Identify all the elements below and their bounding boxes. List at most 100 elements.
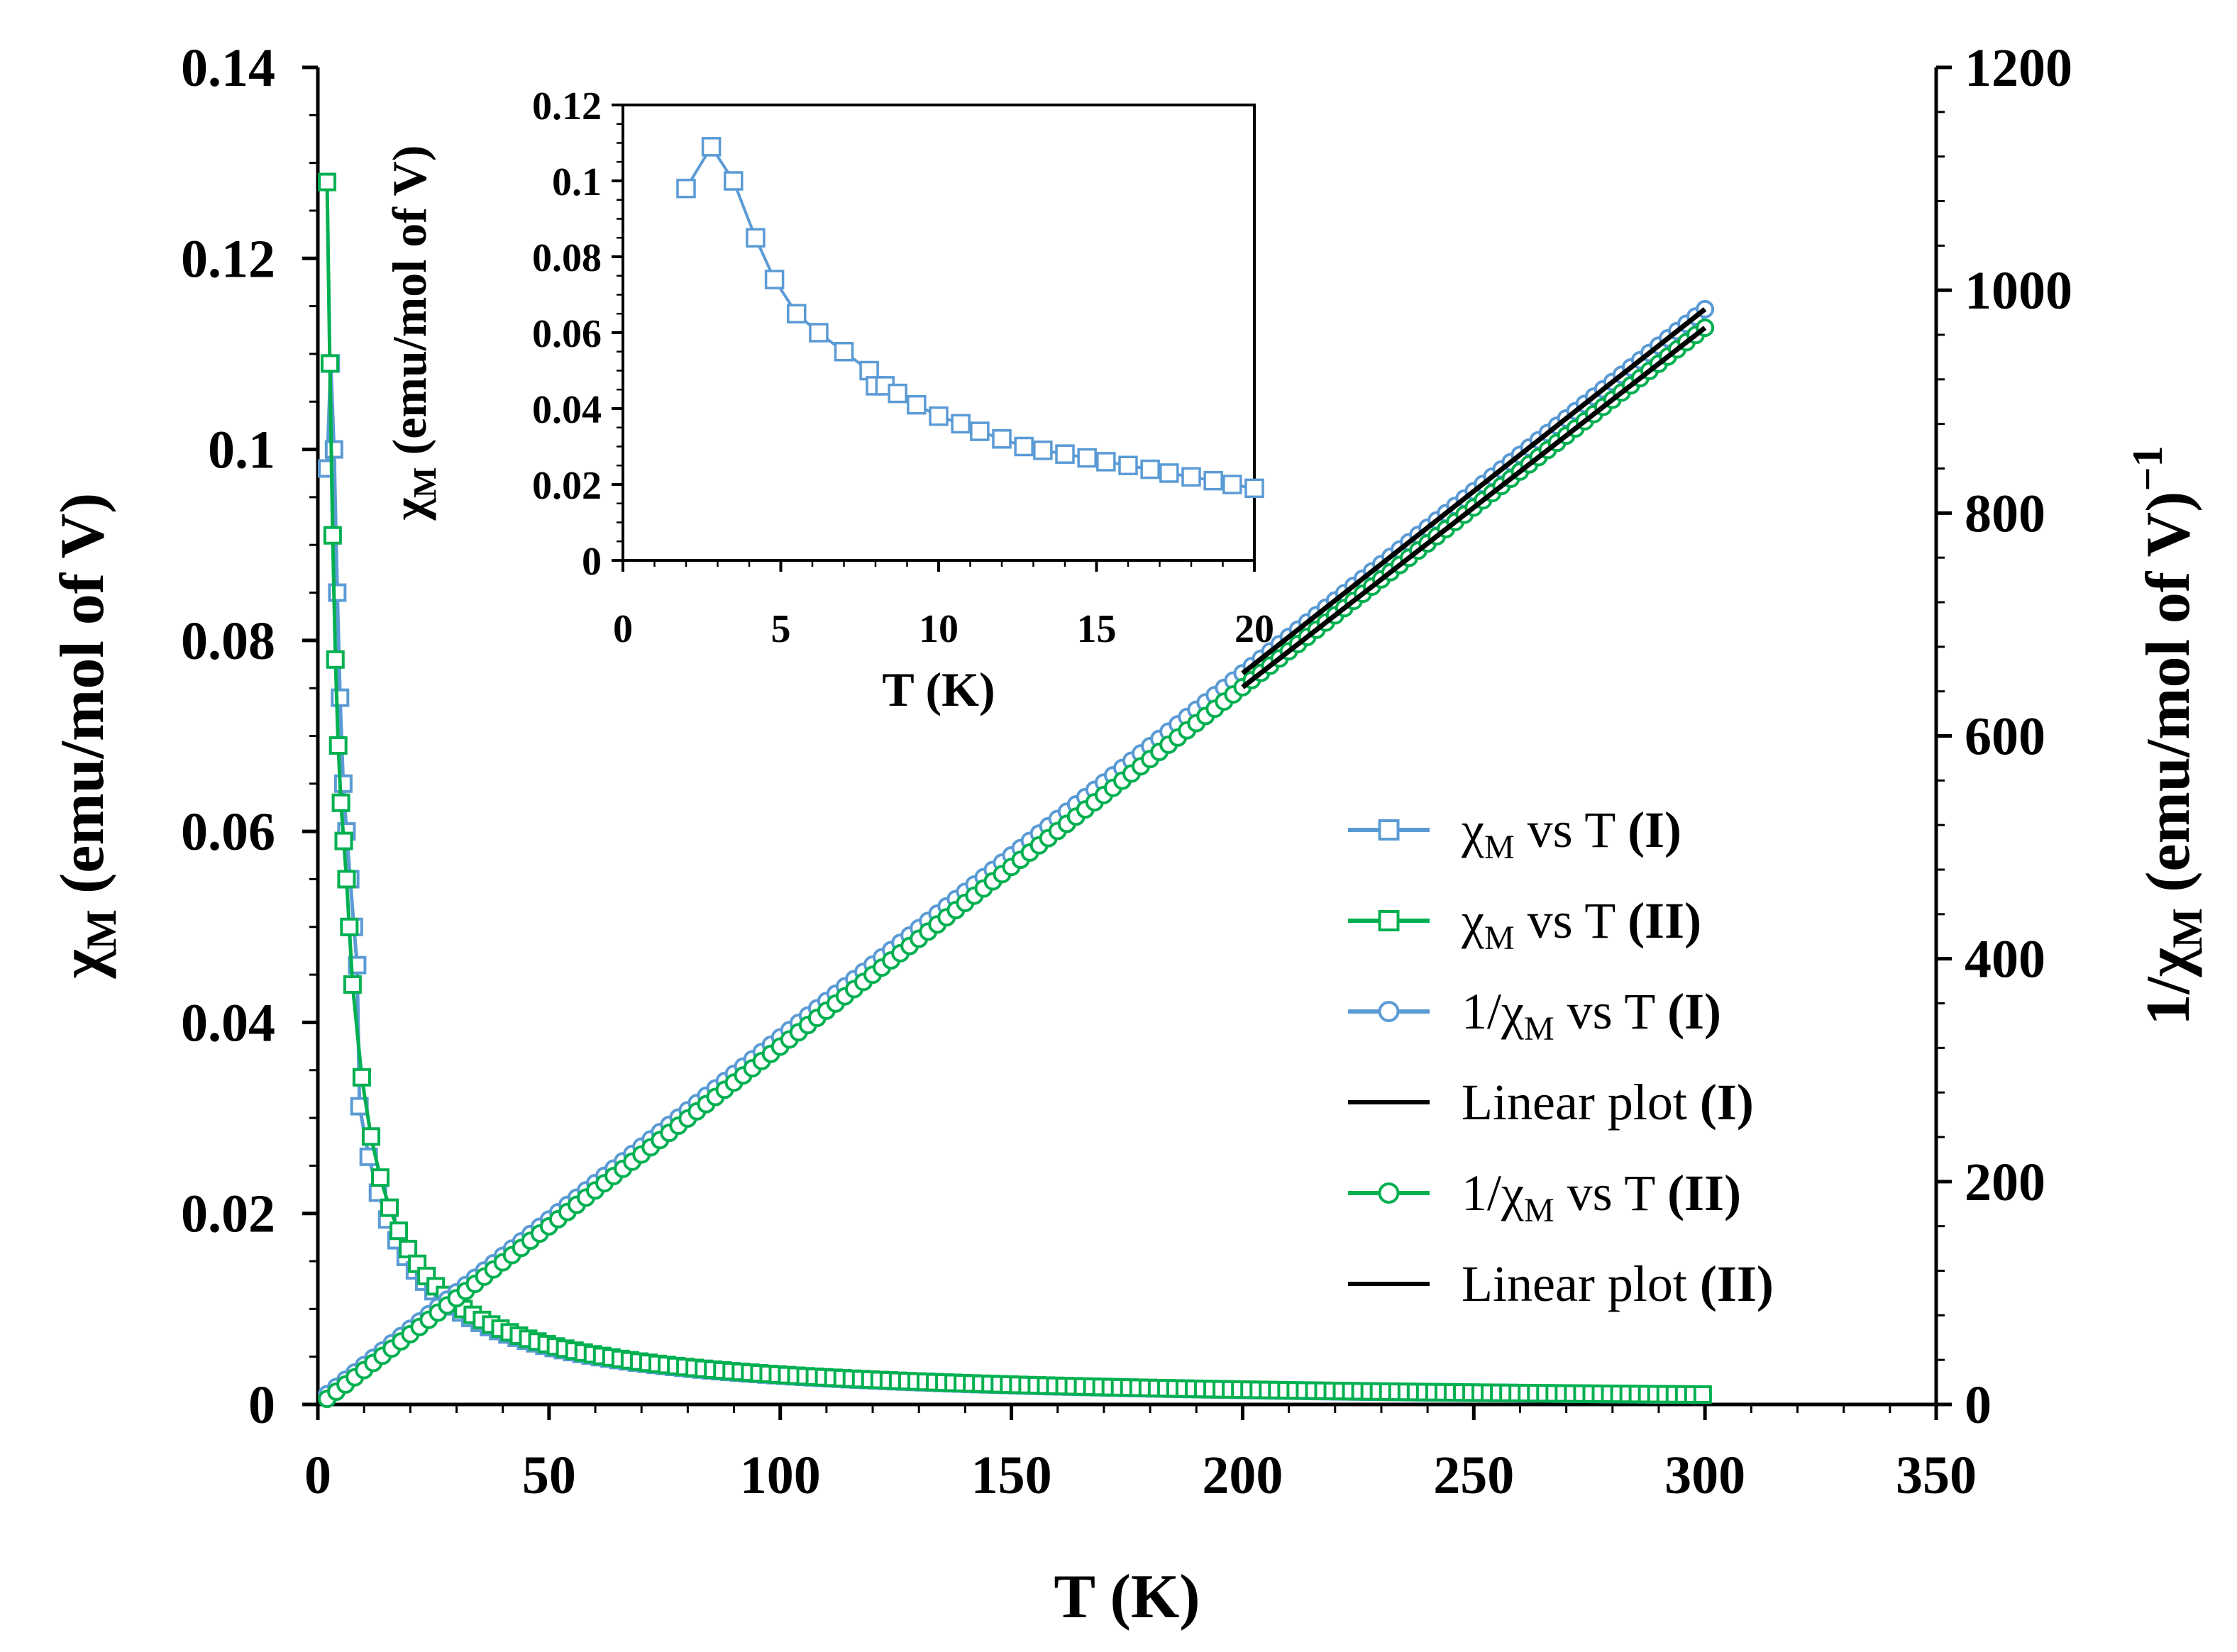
y-left-title-rest: (emu/mol of V) xyxy=(48,493,117,909)
inset-data-point xyxy=(746,228,766,248)
legend-marker-square xyxy=(1378,910,1400,931)
inset-data-point xyxy=(1014,436,1034,457)
inset-y-tick-label: 0.06 xyxy=(532,312,602,356)
y-left-tick-label: 0.1 xyxy=(208,421,275,480)
y-right-tick-label: 0 xyxy=(1965,1375,1992,1435)
inset-data-point xyxy=(1096,452,1116,472)
data-point-square xyxy=(333,774,353,793)
y-left-tick-label: 0 xyxy=(248,1375,275,1435)
legend-label-middle: vs T xyxy=(1515,802,1628,858)
x-tick-label: 250 xyxy=(1433,1446,1514,1505)
legend-label-prefix: χ xyxy=(1461,892,1484,949)
y-left-tick-label: 0.12 xyxy=(181,229,275,289)
x-tick-label: 200 xyxy=(1202,1446,1283,1505)
data-point-square xyxy=(334,831,353,850)
inset-data-point xyxy=(888,383,907,404)
x-axis-title: T (K) xyxy=(1054,1563,1200,1631)
inset-data-point xyxy=(907,394,927,415)
inset-x-tick-label: 15 xyxy=(1077,607,1117,651)
legend-label: χM vs T (II) xyxy=(1461,892,1701,957)
legend-item-3: Linear plot (I) xyxy=(1348,1074,1754,1131)
legend-label-tag: (I) xyxy=(1667,983,1721,1040)
inset-data-point xyxy=(1077,448,1097,468)
inset-data-point xyxy=(787,304,807,323)
inset-data-point xyxy=(1244,478,1264,499)
legend-label: 1/χM vs T (I) xyxy=(1462,983,1721,1048)
fit-line xyxy=(1241,307,1707,675)
inset-data-point xyxy=(809,323,829,343)
inset-y-tick-label: 0.08 xyxy=(532,236,602,280)
y-right-title-rest: (emu/mol of V) xyxy=(2134,492,2203,908)
y-left-title-subscript: M xyxy=(78,909,125,950)
legend-label-tag: (I) xyxy=(1700,1074,1754,1131)
inset-frame xyxy=(622,104,1256,562)
inset-y-title-subscript: M xyxy=(407,467,443,498)
legend-label-subscript: M xyxy=(1524,1192,1554,1229)
inset-data-point xyxy=(1181,467,1201,487)
data-point-square xyxy=(380,1198,399,1217)
y-left-title-symbol: χ xyxy=(48,948,117,979)
y-right-tick-label: 800 xyxy=(1965,484,2045,543)
x-tick-label: 100 xyxy=(740,1446,821,1505)
legend-label-tag: (II) xyxy=(1700,1255,1774,1312)
data-point-square xyxy=(390,1221,409,1241)
data-point-square xyxy=(399,1239,418,1258)
inset-data-point xyxy=(1118,455,1138,475)
y-right-tick-label: 200 xyxy=(1965,1153,2045,1212)
y-left-tick-label: 0.06 xyxy=(181,802,275,862)
y-right-tick-label: 1000 xyxy=(1965,261,2072,321)
legend-label-prefix: 1/χ xyxy=(1462,983,1524,1040)
y-right-tick-label: 1200 xyxy=(1965,38,2072,98)
data-point-square xyxy=(324,440,343,459)
y-left-tick-label: 0.08 xyxy=(181,611,275,671)
inset-data-point xyxy=(724,171,744,191)
x-tick-label: 50 xyxy=(522,1446,576,1505)
inset-data-point xyxy=(764,270,785,289)
legend-label: Linear plot (I) xyxy=(1462,1074,1754,1131)
legend-item-5: Linear plot (II) xyxy=(1348,1255,1774,1312)
series-5 xyxy=(1241,326,1707,689)
x-tick-label: 300 xyxy=(1664,1446,1745,1505)
inset-y-title-symbol: χ xyxy=(382,497,436,521)
data-point-square xyxy=(361,1127,380,1146)
legend-label: Linear plot (II) xyxy=(1462,1255,1774,1312)
legend: χM vs T (I)χM vs T (II)1/χM vs T (I)Line… xyxy=(1348,802,1774,1312)
series-3 xyxy=(1241,307,1707,675)
inset-data-point xyxy=(1033,440,1053,460)
legend-item-4: 1/χM vs T (II) xyxy=(1348,1165,1741,1229)
inset-y-tick-label: 0.12 xyxy=(532,84,602,128)
inset-plot: 0 5 10 15 20 0 0.02 0.04 0.06 0.08 0.1 0.12 T (K) χM … xyxy=(382,84,1274,716)
legend-label: 1/χM vs T (II) xyxy=(1462,1165,1741,1229)
data-point-square xyxy=(352,1068,371,1087)
legend-label-prefix: 1/χ xyxy=(1462,1165,1524,1221)
y-left-tick-label: 0.02 xyxy=(181,1185,275,1244)
inset-y-title-rest: (emu/mol of V) xyxy=(382,145,436,467)
data-point-square xyxy=(328,583,347,602)
legend-item-1: χM vs T (II) xyxy=(1348,892,1701,957)
inset-y-tick-label: 0.04 xyxy=(532,388,602,432)
x-tick-label: 150 xyxy=(971,1446,1052,1505)
legend-label-prefix: χ xyxy=(1461,802,1484,858)
data-point-square xyxy=(370,1168,390,1187)
legend-label-tag: (II) xyxy=(1667,1165,1741,1221)
legend-marker-circle xyxy=(1378,1182,1400,1204)
inset-y-tick-label: 0.02 xyxy=(532,464,602,508)
legend-label-prefix: Linear plot xyxy=(1462,1255,1700,1312)
legend-item-2: 1/χM vs T (I) xyxy=(1348,983,1721,1048)
inset-x-tick-label: 10 xyxy=(919,607,959,651)
inset-data-point xyxy=(834,342,854,362)
inset-y-tick-label: 0.1 xyxy=(552,160,602,204)
inset-data-point xyxy=(701,137,722,157)
legend-label: χM vs T (I) xyxy=(1461,802,1681,866)
main-plot: 0 50 100 150 200 250 300 35000.020.040.060.080.… xyxy=(48,38,2211,1631)
inset-data-point xyxy=(992,429,1012,449)
data-point-square xyxy=(326,650,345,669)
inset-x-tick-label: 0 xyxy=(613,607,633,651)
inset-y-axis-title: χM (emu/mol of V) xyxy=(382,145,443,521)
legend-label-middle: vs T xyxy=(1554,1165,1667,1221)
x-tick-label: 350 xyxy=(1896,1446,1977,1505)
legend-label-tag: (II) xyxy=(1628,892,1701,949)
data-point-square xyxy=(337,870,356,889)
